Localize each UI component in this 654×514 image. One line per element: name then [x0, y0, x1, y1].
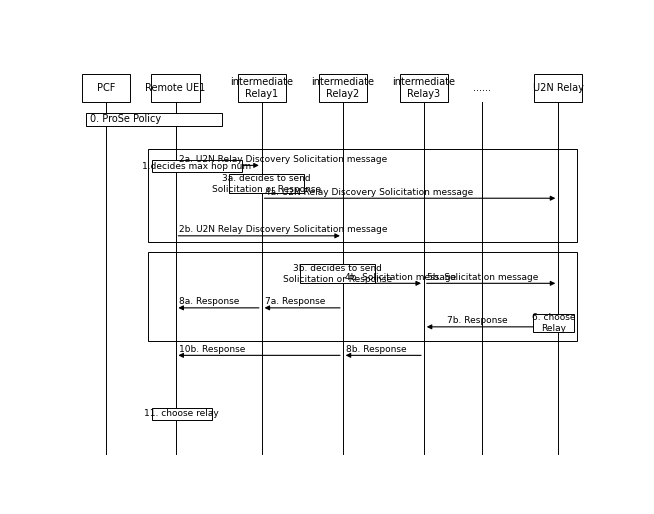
Text: 3b. decides to send
Solicitation or Response: 3b. decides to send Solicitation or Resp… [283, 264, 392, 284]
Text: 10b. Response: 10b. Response [179, 345, 245, 354]
FancyBboxPatch shape [82, 74, 130, 102]
Text: 6. choose
Relay: 6. choose Relay [532, 313, 576, 333]
Text: intermediate
Relay2: intermediate Relay2 [311, 77, 374, 99]
Text: 2a. U2N Relay Discovery Solicitation message: 2a. U2N Relay Discovery Solicitation mes… [179, 155, 387, 164]
Text: 1.decides max hop num: 1.decides max hop num [142, 162, 251, 171]
Text: ......: ...... [473, 83, 491, 93]
Text: Remote UE1: Remote UE1 [145, 83, 205, 93]
Text: 3a. decides to send
Solicitation or Response: 3a. decides to send Solicitation or Resp… [212, 174, 321, 194]
FancyBboxPatch shape [237, 74, 286, 102]
FancyBboxPatch shape [318, 74, 367, 102]
Text: intermediate
Relay3: intermediate Relay3 [392, 77, 455, 99]
Text: 5b. Solicitation message: 5b. Solicitation message [428, 273, 539, 282]
FancyBboxPatch shape [533, 314, 574, 332]
FancyBboxPatch shape [152, 74, 199, 102]
FancyBboxPatch shape [152, 408, 211, 420]
Text: 0. ProSe Policy: 0. ProSe Policy [90, 114, 161, 124]
Text: PCF: PCF [97, 83, 115, 93]
Text: 8a. Response: 8a. Response [179, 297, 239, 306]
Text: intermediate
Relay1: intermediate Relay1 [230, 77, 293, 99]
FancyBboxPatch shape [152, 160, 242, 173]
Text: 8b. Response: 8b. Response [347, 345, 407, 354]
Text: 7a. Response: 7a. Response [266, 297, 326, 306]
Text: 7b. Response: 7b. Response [447, 316, 508, 325]
FancyBboxPatch shape [229, 174, 303, 193]
Text: U2N Relay: U2N Relay [533, 83, 583, 93]
Text: 4b. Solicitation message: 4b. Solicitation message [345, 273, 456, 282]
Text: 2b. U2N Relay Discovery Solicitation message: 2b. U2N Relay Discovery Solicitation mes… [179, 225, 388, 234]
FancyBboxPatch shape [400, 74, 448, 102]
FancyBboxPatch shape [86, 113, 222, 126]
FancyBboxPatch shape [534, 74, 582, 102]
FancyBboxPatch shape [300, 264, 375, 283]
Text: 11. choose relay: 11. choose relay [145, 410, 219, 418]
Text: 4a. U2N Relay Discovery Solicitation message: 4a. U2N Relay Discovery Solicitation mes… [266, 188, 473, 197]
